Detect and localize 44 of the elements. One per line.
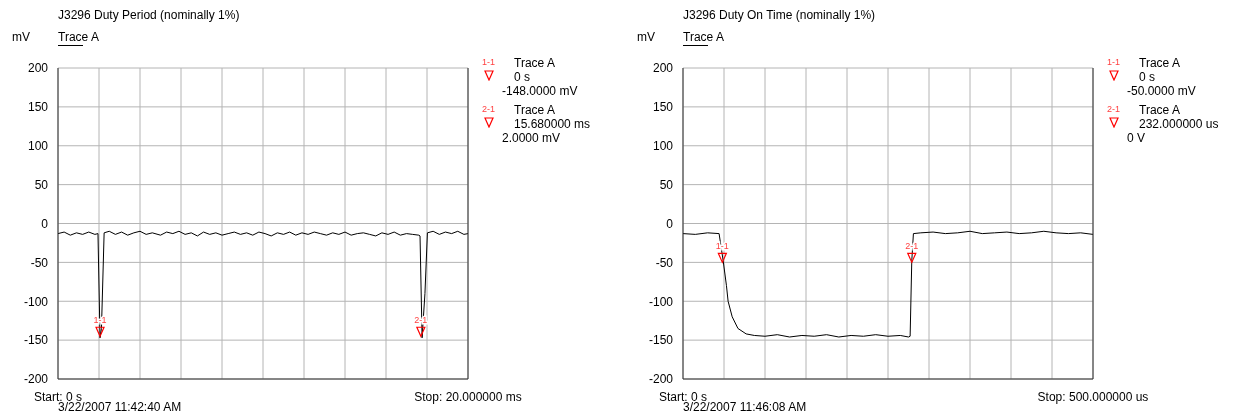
y-tick-label: -100 [648, 294, 674, 309]
text: 0 s [1139, 70, 1156, 84]
line-series [683, 230, 1093, 338]
y-tick-label: -150 [23, 333, 49, 348]
y-tick-label: 100 [27, 139, 49, 154]
y-tick-label: 0 [41, 216, 49, 231]
y-tick-label: -200 [648, 372, 674, 387]
text: 1-1 [482, 57, 496, 67]
y-tick-label: -100 [23, 294, 49, 309]
text: Trace A [514, 103, 555, 117]
y-tick-label: 100 [652, 139, 674, 154]
y-tick-label: 200 [652, 61, 674, 76]
y-tick-label: 0 [666, 216, 674, 231]
y-tick-label: -50 [655, 255, 674, 270]
text: Trace A [1139, 103, 1180, 117]
text: 232.000000 us [1139, 117, 1219, 131]
text: 1-1 [1107, 57, 1121, 67]
y-tick-label: -150 [648, 333, 674, 348]
chart-title: J3296 Duty Period (nominally 1%) [58, 8, 240, 22]
y-tick-label: 150 [27, 100, 49, 115]
text: Trace A [514, 56, 555, 70]
y-tick-label: 200 [27, 61, 49, 76]
y-tick-label: 50 [34, 177, 49, 192]
y-axis-title: mV [12, 30, 30, 44]
y-tick-label: -200 [23, 372, 49, 387]
text: Trace A [683, 30, 724, 44]
x-tick-label: Stop: 500.000000 us [1037, 390, 1149, 404]
text: -148.0000 mV [502, 84, 578, 98]
chart-title: J3296 Duty On Time (nominally 1%) [683, 8, 876, 22]
y-tick-label: -50 [30, 255, 49, 270]
y-tick-label: 150 [652, 100, 674, 115]
text: 2.0000 mV [502, 131, 561, 145]
y-tick-label: 50 [659, 177, 674, 192]
text: 0 V [1127, 131, 1146, 145]
x-tick-label: Stop: 20.000000 ms [414, 390, 522, 404]
text: 15.680000 ms [514, 117, 591, 131]
text: Trace A [1139, 56, 1180, 70]
text: -50.0000 mV [1127, 84, 1196, 98]
text: Trace A [58, 30, 99, 44]
text: 2-1 [482, 104, 496, 114]
text: 2-1 [1107, 104, 1121, 114]
line-series [58, 230, 468, 339]
text: 0 s [514, 70, 531, 84]
y-axis-title: mV [637, 30, 655, 44]
